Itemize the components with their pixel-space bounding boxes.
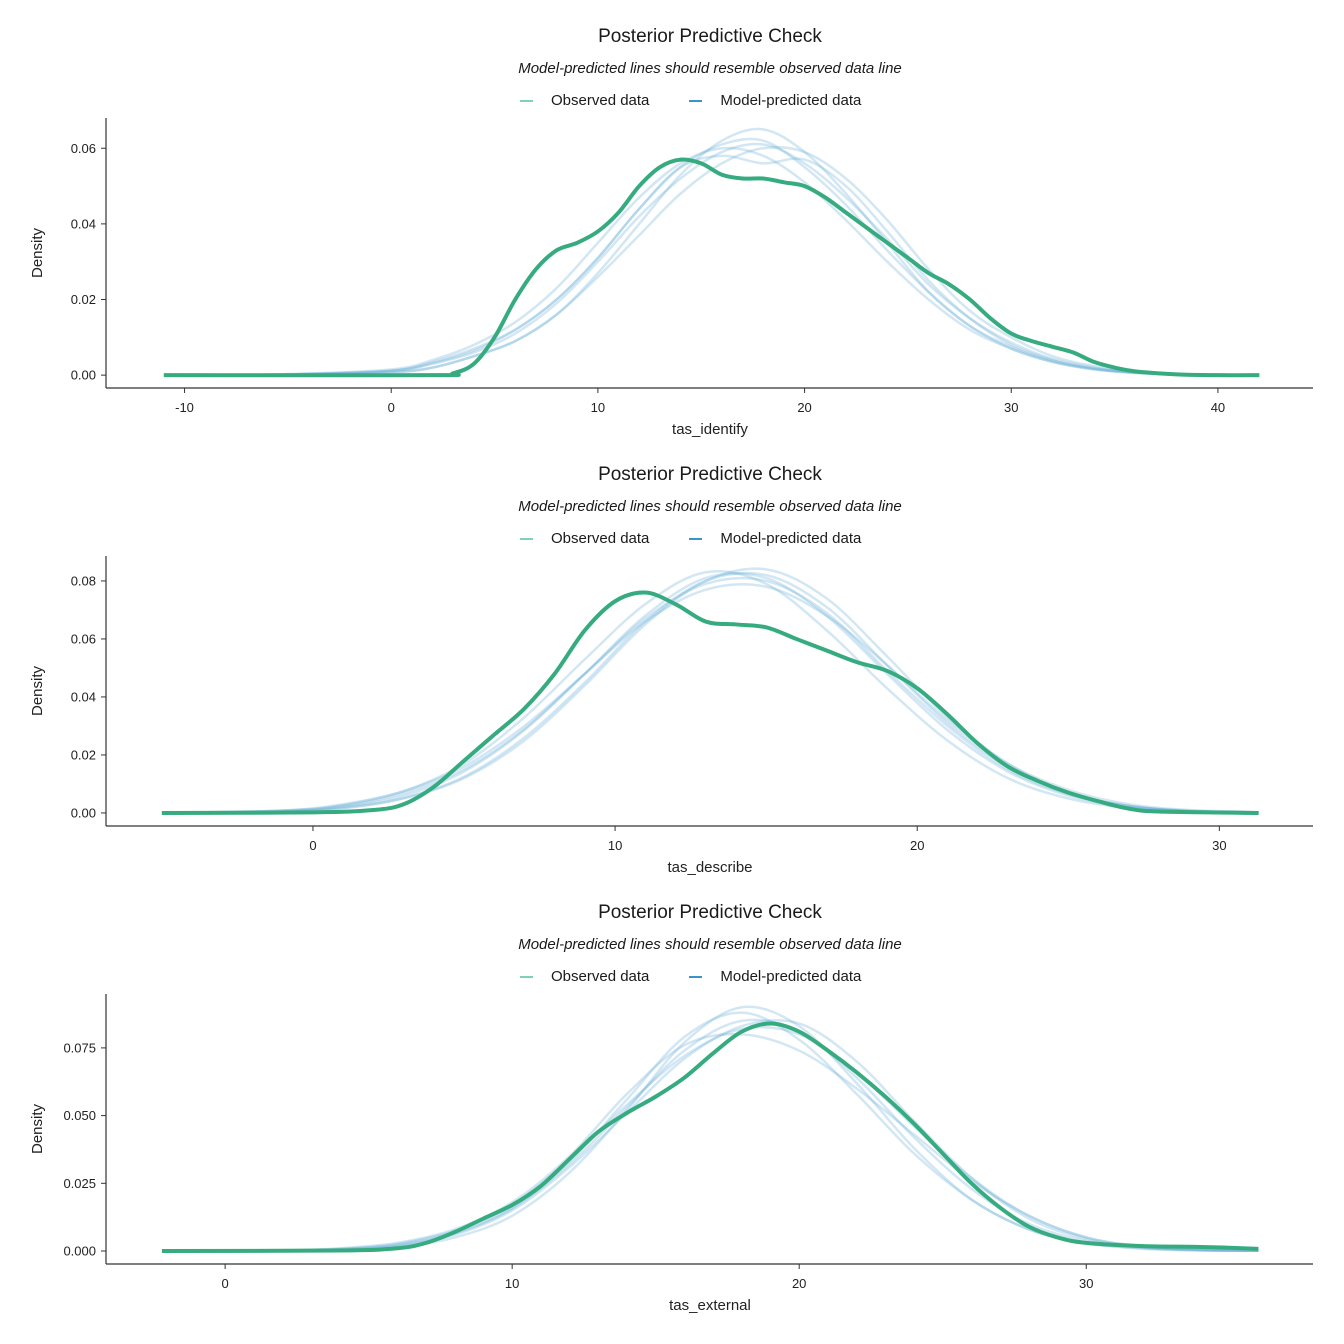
x-tick-label: 40 — [1211, 400, 1225, 415]
y-tick-label: 0.075 — [63, 1040, 96, 1055]
x-tick-label: 30 — [1212, 838, 1226, 853]
legend-line-predicted-icon — [689, 975, 703, 978]
y-axis-label: Density — [29, 665, 46, 716]
legend-line-observed-icon — [520, 99, 533, 102]
plot-area: 0.00 0.02 0.04 0.06 -10 0 10 20 30 40 tas_identify… — [29, 118, 1313, 438]
legend-item-observed: Observed data — [520, 92, 649, 109]
y-tick-label: 0.04 — [71, 689, 96, 704]
predicted-draw-line — [163, 142, 1260, 377]
legend-label: Model-predicted data — [720, 968, 862, 985]
chart-title: Posterior Predictive Check — [598, 902, 822, 923]
legend-item-predicted: Model-predicted data — [689, 92, 861, 109]
predicted-draw-line — [161, 1011, 1259, 1253]
x-tick-label: 30 — [1079, 1276, 1093, 1291]
x-tick-label: 30 — [1004, 400, 1018, 415]
plot-area: 0.000 0.025 0.050 0.075 0 10 20 30 tas_external D… — [29, 994, 1313, 1314]
x-tick-label: 20 — [910, 838, 924, 853]
x-tick-label: 10 — [591, 400, 605, 415]
plot-area: 0.00 0.02 0.04 0.06 0.08 0 10 20 30 tas_describe D… — [29, 556, 1313, 876]
legend: Observed data Model-predicted data — [520, 530, 901, 547]
predicted-draw-line — [161, 572, 1259, 815]
x-tick-label: 10 — [505, 1276, 519, 1291]
legend: Observed data Model-predicted data — [520, 968, 901, 985]
chart-subtitle: Model-predicted lines should resemble ob… — [518, 60, 902, 77]
legend-label: Observed data — [551, 968, 650, 985]
observed-data-line — [161, 590, 1259, 815]
y-tick-label: 0.08 — [71, 573, 96, 588]
y-axis-label: Density — [29, 227, 46, 278]
predicted-draw-line — [163, 137, 1260, 377]
predicted-draw-line — [163, 154, 1260, 377]
x-tick-label: -10 — [175, 400, 194, 415]
ppc-panel-2: Posterior Predictive Check Model-predict… — [0, 438, 1344, 876]
predicted-draw-line — [161, 1005, 1259, 1253]
predicted-draw-line — [163, 146, 1260, 377]
y-tick-label: 0.050 — [63, 1108, 96, 1123]
y-axis-label: Density — [29, 1103, 46, 1154]
predicted-draw-line — [161, 1018, 1259, 1253]
x-axis-label: tas_external — [669, 1297, 751, 1314]
chart-title: Posterior Predictive Check — [598, 464, 822, 485]
chart-title: Posterior Predictive Check — [598, 26, 822, 47]
legend-label: Observed data — [551, 92, 650, 109]
legend-line-observed-icon — [520, 975, 533, 978]
legend-label: Model-predicted data — [720, 92, 862, 109]
predicted-draw-line — [163, 127, 1260, 377]
x-tick-label: 10 — [608, 838, 622, 853]
chart-subtitle: Model-predicted lines should resemble ob… — [518, 936, 902, 953]
x-tick-label: 20 — [792, 1276, 806, 1291]
y-tick-label: 0.06 — [71, 141, 96, 156]
x-tick-label: 0 — [388, 400, 395, 415]
predicted-draw-line — [161, 571, 1259, 815]
legend-item-observed: Observed data — [520, 968, 649, 985]
x-axis-label: tas_describe — [667, 859, 752, 876]
y-tick-label: 0.00 — [71, 805, 96, 820]
y-tick-label: 0.02 — [71, 292, 96, 307]
y-tick-label: 0.02 — [71, 747, 96, 762]
ppc-panel-1: Posterior Predictive Check Model-predict… — [0, 0, 1344, 438]
observed-data-line — [161, 1021, 1259, 1254]
legend: Observed data Model-predicted data — [520, 92, 901, 109]
x-tick-label: 0 — [222, 1276, 229, 1291]
predicted-draw-line — [161, 1025, 1259, 1253]
chart-subtitle: Model-predicted lines should resemble ob… — [518, 498, 902, 515]
predicted-draw-line — [161, 1032, 1259, 1253]
legend-item-predicted: Model-predicted data — [689, 530, 861, 547]
ppc-panel-3: Posterior Predictive Check Model-predict… — [0, 876, 1344, 1314]
x-tick-label: 0 — [309, 838, 316, 853]
predicted-draw-line — [161, 570, 1259, 815]
predicted-draw-line — [161, 1019, 1259, 1253]
y-tick-label: 0.06 — [71, 631, 96, 646]
y-tick-label: 0.04 — [71, 216, 96, 231]
y-tick-label: 0.025 — [63, 1176, 96, 1191]
predicted-draw-line — [161, 582, 1259, 815]
legend-line-predicted-icon — [689, 537, 703, 540]
legend-label: Model-predicted data — [720, 530, 862, 547]
legend-line-predicted-icon — [689, 99, 703, 102]
predicted-draw-line — [163, 146, 1260, 377]
predicted-draw-line — [161, 576, 1259, 815]
y-tick-label: 0.000 — [63, 1244, 96, 1259]
legend-line-observed-icon — [520, 537, 533, 540]
legend-item-predicted: Model-predicted data — [689, 968, 861, 985]
legend-item-observed: Observed data — [520, 530, 649, 547]
y-tick-label: 0.00 — [71, 368, 96, 383]
observed-data-line — [163, 157, 1260, 378]
x-axis-label: tas_identify — [672, 421, 748, 438]
predicted-draw-line — [161, 567, 1259, 815]
x-tick-label: 20 — [797, 400, 811, 415]
legend-label: Observed data — [551, 530, 650, 547]
